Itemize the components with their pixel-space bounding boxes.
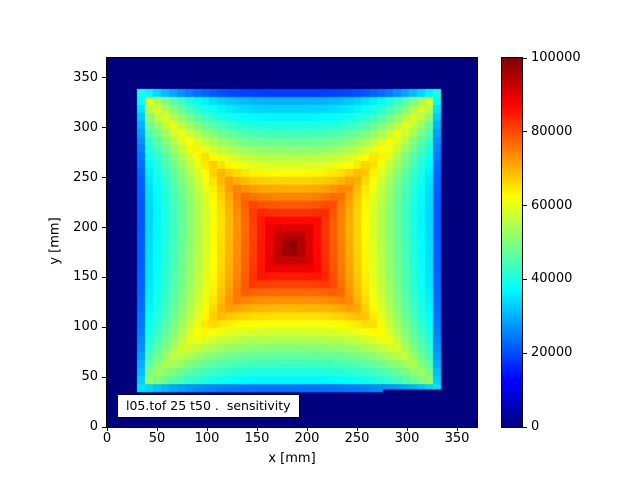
y-tick-label: 0 [89, 419, 98, 434]
x-tick-mark [256, 427, 258, 431]
y-tick-mark [102, 326, 106, 328]
x-tick-label: 300 [394, 431, 420, 446]
x-tick-label: 200 [294, 431, 320, 446]
y-axis-label: y [mm] [47, 217, 63, 265]
y-tick-mark [102, 227, 106, 229]
y-tick-mark [102, 127, 106, 129]
colorbar-tick-label: 0 [531, 419, 540, 434]
colorbar-tick-mark [523, 205, 527, 207]
colorbar-tick-label: 20000 [531, 345, 573, 361]
plot-area [106, 57, 478, 428]
y-tick-mark [102, 177, 106, 179]
x-tick-mark [356, 427, 358, 431]
x-tick-mark [406, 427, 408, 431]
colorbar-tick-mark [523, 426, 527, 428]
y-tick-mark [102, 276, 106, 278]
annotation-box: l05.tof 25 t50 . sensitivity [117, 394, 300, 418]
colorbar-tick-label: 60000 [531, 197, 573, 213]
x-axis-label: x [mm] [268, 451, 316, 466]
y-tick-mark [102, 376, 106, 378]
y-tick-label: 150 [73, 269, 98, 285]
x-tick-mark [206, 427, 208, 431]
x-tick-label: 50 [148, 431, 166, 446]
colorbar-tick-label: 80000 [531, 123, 573, 139]
colorbar-tick-label: 100000 [531, 50, 581, 65]
x-tick-label: 250 [344, 431, 370, 446]
y-tick-mark [102, 77, 106, 79]
y-tick-label: 50 [81, 369, 98, 385]
colorbar [501, 57, 523, 428]
y-tick-label: 300 [73, 119, 98, 135]
y-tick-label: 200 [73, 219, 98, 235]
colorbar-tick-mark [523, 57, 527, 59]
x-tick-mark [456, 427, 458, 431]
x-tick-label: 0 [102, 431, 112, 446]
x-tick-mark [156, 427, 158, 431]
y-tick-mark [102, 426, 106, 428]
heatmap-image [107, 58, 477, 427]
colorbar-gradient [502, 58, 522, 427]
y-tick-label: 350 [73, 69, 98, 85]
colorbar-tick-mark [523, 352, 527, 354]
x-tick-mark [306, 427, 308, 431]
y-tick-label: 100 [73, 319, 98, 335]
y-tick-label: 250 [73, 169, 98, 185]
x-tick-label: 350 [444, 431, 470, 446]
colorbar-tick-mark [523, 131, 527, 133]
x-tick-mark [106, 427, 108, 431]
annotation-text: l05.tof 25 t50 . sensitivity [126, 398, 291, 413]
x-tick-label: 150 [244, 431, 270, 446]
x-tick-label: 100 [194, 431, 220, 446]
colorbar-tick-label: 40000 [531, 271, 573, 287]
colorbar-tick-mark [523, 278, 527, 280]
